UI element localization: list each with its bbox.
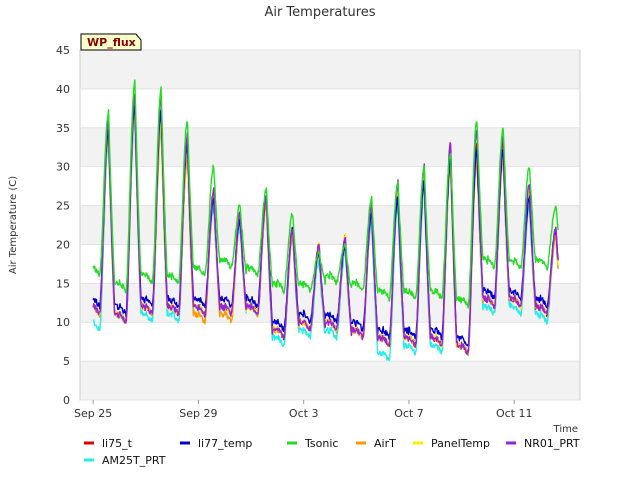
- x-tick-label: Oct 3: [289, 407, 319, 420]
- grid-band: [80, 50, 580, 89]
- y-tick-label: 20: [56, 238, 70, 251]
- y-tick-label: 5: [63, 355, 70, 368]
- chart-title: Air Temperatures: [264, 5, 375, 20]
- x-tick-label: Oct 11: [496, 407, 533, 420]
- legend-entry-label: NR01_PRT: [524, 437, 580, 450]
- x-axis-ticks: Sep 25 Sep 29 Oct 3 Oct 7 Oct 11: [74, 400, 532, 420]
- legend-entry-label: Tsonic: [304, 437, 338, 450]
- y-tick-label: 35: [56, 122, 70, 135]
- legend-entry-label: AM25T_PRT: [102, 454, 166, 467]
- site-badge: WP_flux: [80, 33, 142, 51]
- y-axis-ticks: 0 5 10 15 20 25 30 35 40 45: [56, 44, 580, 407]
- x-tick-label: Oct 7: [394, 407, 424, 420]
- legend-entry-label: AirT: [374, 437, 396, 450]
- legend-entry-label: li77_temp: [198, 437, 252, 450]
- series-line-tsonic: [92, 79, 559, 309]
- y-tick-label: 40: [56, 83, 70, 96]
- y-axis-label: Air Temperature (C): [8, 176, 19, 274]
- y-tick-label: 15: [56, 277, 70, 290]
- grid-band: [80, 361, 580, 400]
- y-tick-label: 45: [56, 44, 70, 57]
- x-tick-label: Sep 29: [179, 407, 217, 420]
- site-badge-box: [80, 33, 142, 51]
- legend-entry-label: PanelTemp: [431, 437, 490, 450]
- site-badge-label: WP_flux: [87, 36, 136, 49]
- y-tick-label: 0: [63, 394, 70, 407]
- y-tick-label: 25: [56, 200, 70, 213]
- x-tick-label: Sep 25: [74, 407, 112, 420]
- legend: li75_t li77_temp Tsonic AirT PanelTemp NR01_P…: [84, 437, 580, 467]
- x-axis-label: Time: [553, 424, 578, 435]
- series-line-nr01-prt: [92, 93, 559, 355]
- legend-entry-label: li75_t: [102, 437, 133, 450]
- series-lines: [92, 79, 559, 362]
- y-tick-label: 30: [56, 161, 70, 174]
- y-tick-label: 10: [56, 316, 70, 329]
